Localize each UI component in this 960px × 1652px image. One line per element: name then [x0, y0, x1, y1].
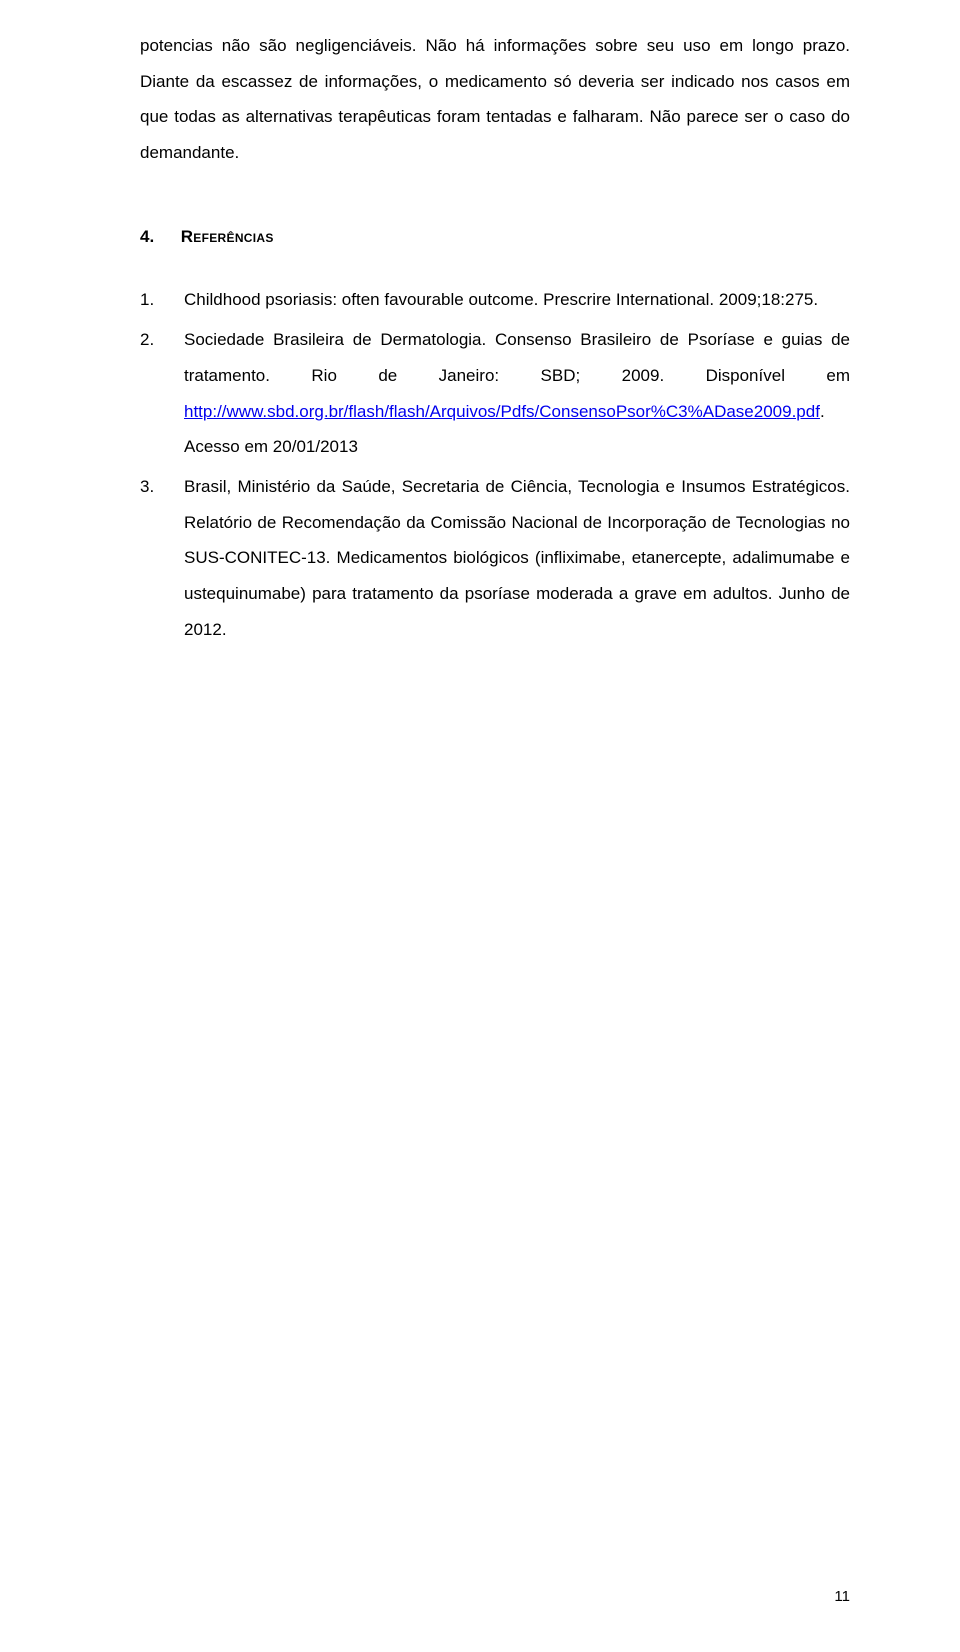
section-heading: 4. Referências: [140, 219, 850, 255]
reference-item: 3. Brasil, Ministério da Saúde, Secretar…: [184, 469, 850, 647]
body-paragraph: potencias não são negligenciáveis. Não h…: [140, 28, 850, 171]
page-number: 11: [834, 1581, 850, 1613]
reference-text: Brasil, Ministério da Saúde, Secretaria …: [184, 477, 850, 639]
reference-number: 1.: [140, 282, 178, 318]
reference-text: Childhood psoriasis: often favourable ou…: [184, 290, 818, 309]
section-title: Referências: [181, 227, 274, 246]
references-list: 1. Childhood psoriasis: often favourable…: [140, 282, 850, 647]
reference-text-before: Sociedade Brasileira de Dermatologia. Co…: [184, 330, 850, 385]
section-number: 4.: [140, 219, 176, 255]
reference-link[interactable]: http://www.sbd.org.br/flash/flash/Arquiv…: [184, 402, 820, 421]
document-page: potencias não são negligenciáveis. Não h…: [0, 0, 960, 1652]
reference-number: 3.: [140, 469, 178, 505]
reference-item: 2. Sociedade Brasileira de Dermatologia.…: [184, 322, 850, 465]
reference-item: 1. Childhood psoriasis: often favourable…: [184, 282, 850, 318]
reference-number: 2.: [140, 322, 178, 358]
